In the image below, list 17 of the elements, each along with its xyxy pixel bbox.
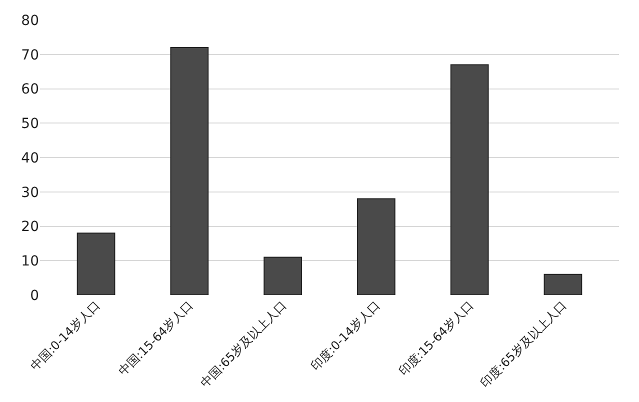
bar	[357, 198, 396, 295]
y-tick-label: 70	[21, 47, 39, 64]
y-tick-label: 20	[21, 219, 39, 236]
bar	[450, 64, 489, 295]
bar	[76, 232, 116, 295]
bar	[170, 47, 209, 295]
bar	[544, 274, 582, 295]
y-tick-label: 0	[30, 288, 39, 304]
y-tick-label: 60	[21, 82, 39, 98]
x-tick-label: 印度:65岁及以上人口	[478, 298, 570, 390]
bar	[264, 256, 302, 295]
y-tick-label: 50	[21, 116, 39, 132]
x-tick-label: 中国:65岁及以上人口	[198, 298, 290, 390]
y-tick-label: 10	[21, 254, 39, 270]
y-tick-label: 80	[21, 12, 39, 29]
y-tick-label: 30	[21, 184, 39, 201]
y-tick-label: 40	[21, 150, 39, 166]
